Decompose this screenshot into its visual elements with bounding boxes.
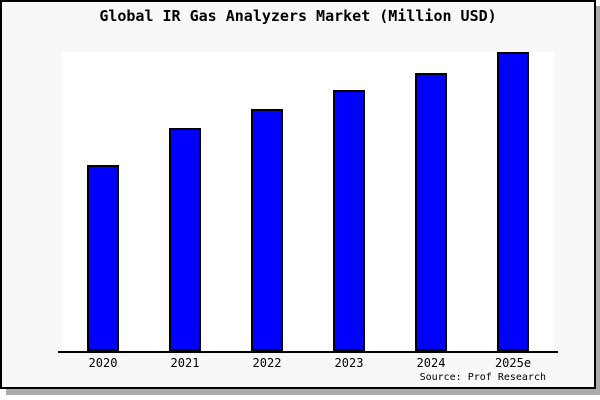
x-axis-line (58, 351, 558, 353)
x-tick-label: 2025e (494, 356, 532, 370)
source-credit: Source: Prof Research (419, 372, 546, 383)
bar-2024 (415, 73, 447, 351)
plot-area (62, 52, 554, 353)
x-tick-label: 2021 (170, 356, 200, 370)
x-tick-label: 2022 (252, 356, 282, 370)
bar-2025e (497, 52, 529, 351)
chart-title: Global IR Gas Analyzers Market (Million … (99, 7, 497, 25)
bar-2023 (333, 90, 365, 351)
x-tick-label: 2023 (334, 356, 364, 370)
x-tick-label: 2024 (416, 356, 446, 370)
x-tick-label: 2020 (88, 356, 118, 370)
bar-2021 (169, 128, 201, 351)
bar-2022 (251, 109, 283, 351)
chart-frame: Global IR Gas Analyzers Market (Million … (0, 0, 596, 389)
bar-2020 (87, 165, 119, 351)
